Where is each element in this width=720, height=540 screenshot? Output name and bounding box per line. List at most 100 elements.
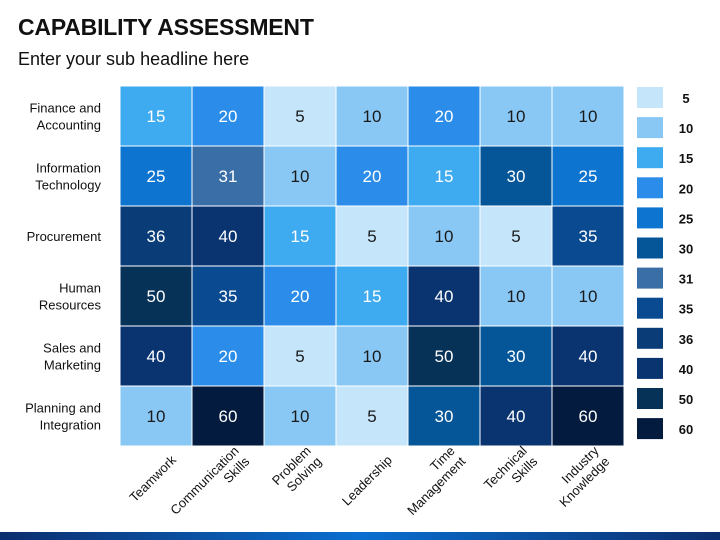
heatmap-cell-value: 5 [367, 227, 376, 246]
heatmap-cell [480, 146, 552, 206]
column-label: IndustryKnowledge [546, 443, 613, 510]
page-title: CAPABILITY ASSESSMENT [18, 14, 314, 40]
heatmap-cell [480, 386, 552, 446]
heatmap-cell-value: 5 [511, 227, 520, 246]
heatmap-cell-value: 36 [147, 227, 166, 246]
legend-label: 36 [679, 332, 693, 347]
heatmap-cell-value: 60 [219, 407, 238, 426]
heatmap-cell [264, 206, 336, 266]
legend-swatch [637, 357, 663, 379]
heatmap-cell-value: 40 [147, 347, 166, 366]
heatmap-cell-value: 20 [219, 347, 238, 366]
heatmap-cell-value: 20 [291, 287, 310, 306]
heatmap-cell [120, 146, 192, 206]
page-subtitle: Enter your sub headline here [18, 49, 250, 69]
heatmap-cell-value: 20 [363, 167, 382, 186]
legend-swatch [637, 147, 663, 169]
heatmap-cell [552, 146, 624, 206]
heatmap-cell [336, 386, 408, 446]
legend-swatch [637, 87, 663, 108]
legend-swatch [637, 327, 663, 349]
heatmap-cell [192, 206, 264, 266]
heatmap-cell [264, 266, 336, 326]
heatmap-cell [120, 326, 192, 386]
legend-swatch [637, 117, 663, 139]
legend-label: 20 [679, 181, 693, 196]
heatmap-cell [336, 326, 408, 386]
legend-label: 25 [679, 211, 693, 226]
heatmap-cell [480, 326, 552, 386]
heatmap-cell [480, 86, 552, 146]
row-label: Human Resources [39, 281, 102, 313]
row-label: Planning and Integration [25, 401, 101, 433]
legend-label: 31 [679, 272, 693, 287]
column-label: TechnicalSkills [481, 443, 541, 503]
heatmap-cell [408, 326, 480, 386]
heatmap-cell-value: 10 [291, 407, 310, 426]
row-label: Procurement [27, 229, 102, 244]
heatmap-cell [192, 266, 264, 326]
heatmap-cell [552, 206, 624, 266]
heatmap-cell [408, 146, 480, 206]
heatmap-cell-value: 50 [147, 287, 166, 306]
column-label: TimeManagement [393, 443, 468, 518]
bottom-accent-bar [0, 532, 720, 540]
heatmap-cell-value: 35 [579, 227, 598, 246]
heatmap-cell [552, 326, 624, 386]
row-label: Information Technology [35, 161, 101, 193]
heatmap-cell-value: 40 [219, 227, 238, 246]
heatmap-cell [336, 266, 408, 326]
heatmap-cell [408, 266, 480, 326]
heatmap-cell [480, 266, 552, 326]
legend-label: 40 [679, 362, 693, 377]
heatmap-cell-value: 35 [219, 287, 238, 306]
heatmap-cell-value: 20 [219, 107, 238, 126]
heatmap-cell [192, 86, 264, 146]
column-label: CommunicationSkills [167, 443, 252, 528]
legend-label: 30 [679, 242, 693, 257]
legend-label: 35 [679, 302, 693, 317]
heatmap-cell [552, 266, 624, 326]
heatmap-cell-value: 10 [579, 287, 598, 306]
legend-label: 10 [679, 121, 693, 136]
legend: 5 10 15 20 25 30 31 35 36 40 50 60 [637, 87, 693, 440]
heatmap-cell-value: 40 [435, 287, 454, 306]
heatmap-cell-value: 30 [507, 167, 526, 186]
legend-swatch [637, 297, 663, 319]
heatmap-cell-value: 20 [435, 107, 454, 126]
heatmap-cell [552, 386, 624, 446]
heatmap-cell-value: 40 [507, 407, 526, 426]
heatmap-cell-value: 10 [507, 107, 526, 126]
legend-label: 60 [679, 422, 693, 437]
heatmap-cell [120, 266, 192, 326]
heatmap-cell [120, 386, 192, 446]
column-label: Leadership [339, 452, 395, 508]
heatmap-cell-value: 5 [367, 407, 376, 426]
heatmap-cells: 15 20 5 10 20 10 10 25 31 10 20 15 30 25 36 40 15 5 10 5 35 5… [120, 86, 624, 446]
heatmap-cell-value: 31 [219, 167, 238, 186]
legend-swatch [637, 267, 663, 289]
heatmap-cell-value: 5 [295, 107, 304, 126]
heatmap-cell [480, 206, 552, 266]
heatmap-cell [264, 146, 336, 206]
legend-label: 15 [679, 151, 693, 166]
legend-label: 5 [682, 91, 689, 106]
heatmap-cell-value: 10 [363, 347, 382, 366]
heatmap-cell [264, 86, 336, 146]
heatmap-cell-value: 60 [579, 407, 598, 426]
heatmap-cell [552, 86, 624, 146]
heatmap-cell-value: 15 [147, 107, 166, 126]
heatmap-cell-value: 15 [291, 227, 310, 246]
heatmap-cell [264, 386, 336, 446]
heatmap-cell [120, 206, 192, 266]
legend-swatch [637, 388, 663, 409]
heatmap-cell [336, 86, 408, 146]
heatmap-cell-value: 25 [579, 167, 598, 186]
grid-background [120, 86, 624, 446]
heatmap-cell [408, 386, 480, 446]
heatmap-cell [192, 326, 264, 386]
heatmap-cell [120, 86, 192, 146]
heatmap-cell-value: 40 [579, 347, 598, 366]
heatmap-cell-value: 10 [291, 167, 310, 186]
